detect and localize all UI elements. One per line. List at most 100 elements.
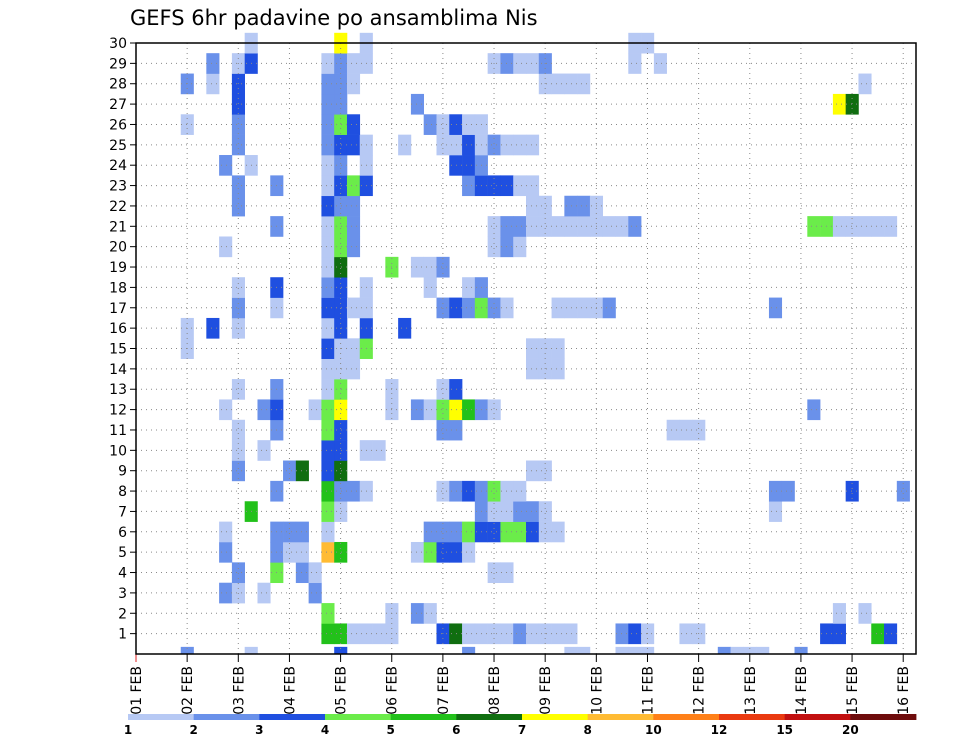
legend-swatch bbox=[784, 714, 851, 720]
legend-swatch bbox=[719, 714, 786, 720]
heat-cell bbox=[334, 297, 348, 319]
heat-cell bbox=[436, 256, 450, 278]
heat-cell bbox=[564, 195, 578, 217]
chart-title: GEFS 6hr padavine po ansamblima Nis bbox=[130, 6, 538, 30]
x-axis: 01 FEB 02 FEB 03 FEB 04 FEB 05 FEB 06 FEB 07 F… bbox=[129, 654, 912, 715]
legend-label: 3 bbox=[255, 723, 263, 737]
y-tick-label: 20 bbox=[109, 240, 127, 256]
heat-cell bbox=[219, 399, 233, 421]
heat-cell bbox=[283, 541, 297, 563]
heat-cell bbox=[449, 521, 463, 543]
x-tick-label: 16 FEB bbox=[896, 666, 912, 715]
heat-cell bbox=[231, 277, 245, 298]
heat-cell bbox=[257, 399, 271, 421]
x-tick-label: 04 FEB bbox=[282, 666, 298, 715]
heat-cell bbox=[449, 155, 463, 176]
heat-cell bbox=[321, 541, 335, 563]
y-tick-label: 25 bbox=[109, 138, 127, 154]
heat-cell bbox=[321, 195, 335, 217]
heat-cell bbox=[308, 562, 322, 584]
heat-cell bbox=[781, 480, 795, 502]
heat-cell bbox=[487, 480, 501, 502]
y-tick-label: 26 bbox=[109, 117, 127, 133]
heat-cell bbox=[334, 93, 348, 115]
heat-cell bbox=[436, 419, 450, 441]
heat-cell bbox=[257, 440, 271, 461]
heat-cell bbox=[832, 93, 846, 115]
heat-cell bbox=[334, 236, 348, 258]
heat-cell bbox=[513, 480, 527, 502]
heat-cell bbox=[730, 646, 744, 655]
heat-cell bbox=[410, 603, 425, 624]
y-tick-label: 11 bbox=[109, 423, 127, 439]
heat-cell bbox=[321, 521, 335, 543]
heat-cell bbox=[628, 623, 642, 645]
heat-cell bbox=[436, 399, 450, 421]
heat-cell bbox=[346, 175, 361, 197]
heat-cell bbox=[513, 134, 527, 156]
heat-cell bbox=[334, 155, 348, 176]
heat-cell bbox=[321, 501, 335, 522]
heat-cell bbox=[398, 134, 412, 156]
y-tick-label: 6 bbox=[118, 525, 127, 541]
heat-cell bbox=[807, 399, 821, 421]
heat-cell bbox=[628, 53, 642, 74]
heat-cell bbox=[423, 277, 437, 298]
heat-cell bbox=[551, 521, 565, 543]
legend-label: 10 bbox=[645, 723, 662, 737]
heat-cell bbox=[180, 646, 194, 655]
heat-cell bbox=[564, 297, 578, 319]
heat-cell bbox=[436, 114, 450, 135]
legend-label: 20 bbox=[842, 723, 859, 737]
heat-cell bbox=[334, 541, 348, 563]
heat-cell bbox=[334, 216, 348, 237]
heat-cell bbox=[346, 480, 361, 502]
heat-cell bbox=[410, 93, 425, 115]
heat-cell bbox=[538, 216, 552, 237]
heat-cell bbox=[538, 501, 552, 522]
heat-cell bbox=[206, 73, 220, 95]
heat-cell bbox=[538, 358, 552, 380]
heat-cell bbox=[219, 155, 233, 176]
heat-cell bbox=[334, 134, 348, 156]
x-tick-label: 02 FEB bbox=[180, 666, 196, 715]
legend-swatch bbox=[325, 714, 392, 720]
heat-cell bbox=[449, 134, 463, 156]
heat-cell bbox=[436, 134, 450, 156]
heat-cell bbox=[487, 562, 501, 584]
heat-cell bbox=[462, 480, 476, 502]
heat-cell bbox=[321, 358, 335, 380]
heat-cell bbox=[526, 521, 540, 543]
heat-cell bbox=[295, 460, 309, 482]
heat-cell bbox=[602, 216, 616, 237]
heat-cell bbox=[628, 216, 642, 237]
y-tick-label: 19 bbox=[109, 260, 127, 276]
legend-label: 15 bbox=[776, 723, 793, 737]
heat-cell bbox=[321, 317, 335, 339]
heat-cell bbox=[577, 297, 591, 319]
legend-label: 5 bbox=[386, 723, 394, 737]
heat-cell bbox=[487, 297, 501, 319]
heat-cell bbox=[231, 114, 245, 135]
y-tick-label: 29 bbox=[109, 56, 127, 72]
heat-cell bbox=[206, 317, 220, 339]
legend-swatch bbox=[587, 714, 654, 720]
heat-cell bbox=[551, 338, 565, 359]
heat-cell bbox=[295, 541, 309, 563]
x-tick-label: 07 FEB bbox=[436, 666, 452, 715]
legend-swatch bbox=[128, 714, 195, 720]
heat-cell bbox=[526, 338, 540, 359]
heat-cell bbox=[487, 134, 501, 156]
heat-cell bbox=[321, 623, 335, 645]
heat-cell bbox=[768, 501, 783, 522]
heat-cell bbox=[462, 623, 476, 645]
heat-cell bbox=[180, 114, 194, 135]
y-tick-label: 4 bbox=[118, 566, 127, 582]
heat-cell bbox=[321, 216, 335, 237]
heat-cell bbox=[334, 175, 348, 197]
heat-cell bbox=[538, 521, 552, 543]
heat-cell bbox=[346, 236, 361, 258]
heat-cell bbox=[513, 501, 527, 522]
heat-cell bbox=[615, 623, 629, 645]
heat-cell bbox=[794, 646, 808, 655]
